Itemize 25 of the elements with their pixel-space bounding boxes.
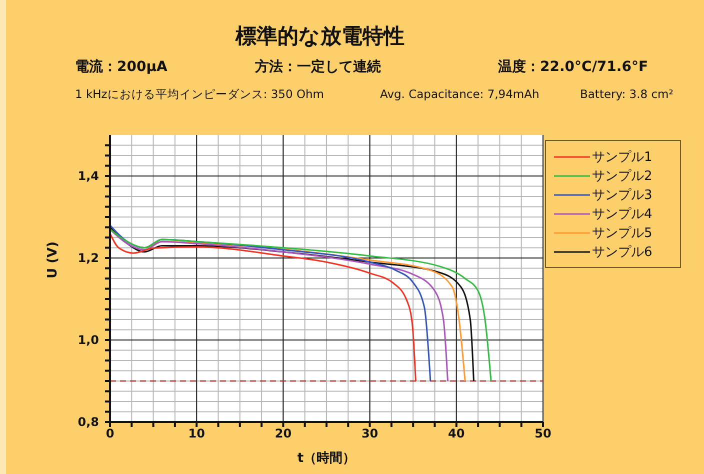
x-tick-label: 20 bbox=[274, 426, 292, 441]
x-tick-label: 10 bbox=[188, 426, 205, 441]
legend-label: サンプル6 bbox=[592, 244, 652, 260]
legend-label: サンプル4 bbox=[592, 206, 652, 222]
x-tick-label: 50 bbox=[534, 426, 552, 441]
text: 1 kHzにおける平均インピーダンス: 350 Ohm bbox=[75, 87, 324, 102]
x-tick-label: 30 bbox=[361, 426, 378, 441]
text: Battery: 3.8 cm² bbox=[580, 87, 674, 101]
chart-title: 標準的な放電特性 bbox=[234, 23, 406, 50]
y-tick-label: 1,2 bbox=[78, 251, 99, 265]
x-tick-label: 0 bbox=[106, 426, 114, 441]
text: 方法：一定して連続 bbox=[255, 58, 381, 76]
y-tick-label: 0,8 bbox=[78, 415, 99, 429]
legend-label: サンプル1 bbox=[592, 148, 652, 166]
text: 電流：200μA bbox=[75, 58, 168, 76]
text: Avg. Capacitance: 7,94mAh bbox=[380, 87, 540, 101]
legend-label: サンプル3 bbox=[592, 186, 652, 204]
legend-label: サンプル2 bbox=[592, 168, 652, 184]
legend-label: サンプル5 bbox=[592, 224, 652, 242]
y-axis-title: U (V) bbox=[46, 241, 61, 278]
y-tick-label: 1,0 bbox=[78, 333, 99, 347]
x-axis-title: t（時間） bbox=[297, 451, 356, 466]
x-tick-label: 40 bbox=[448, 426, 465, 441]
y-tick-label: 1,4 bbox=[78, 169, 99, 183]
text: 温度：22.0°C/71.6°F bbox=[498, 58, 648, 76]
